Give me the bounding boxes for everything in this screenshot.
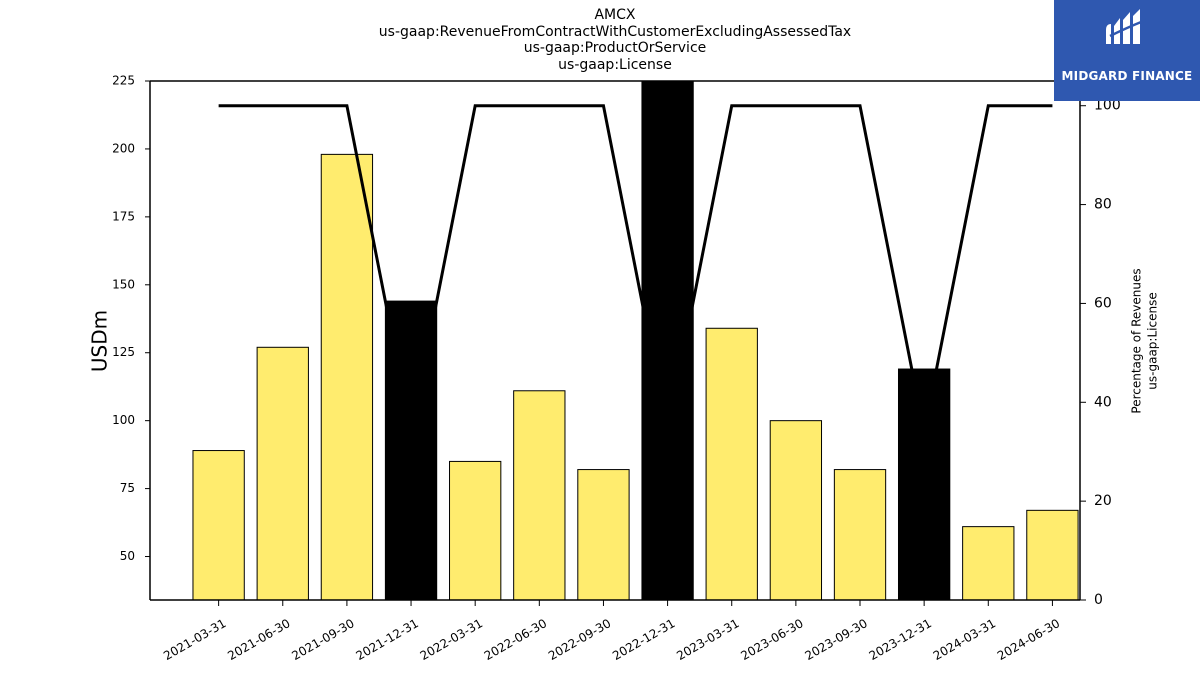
x-tick-label: 2023-03-31	[674, 616, 741, 663]
left-tick-label: 100	[112, 413, 135, 427]
x-tick-label: 2023-09-30	[803, 616, 870, 663]
x-tick-label: 2024-06-30	[995, 616, 1062, 663]
right-tick-label: 100	[1094, 98, 1121, 114]
bar-2023-03-31	[705, 327, 758, 601]
chart-title-concept: us-gaap:RevenueFromContractWithCustomerE…	[378, 23, 852, 40]
x-tick-label: 2023-12-31	[867, 616, 934, 663]
x-tick-label: 2021-12-31	[354, 616, 421, 663]
x-tick-label: 2021-06-30	[225, 616, 292, 663]
percentage-line	[218, 104, 1053, 433]
bar-2023-12-31	[897, 368, 951, 601]
right-axis-label-line2: us-gaap:License	[1146, 292, 1160, 389]
bar-2023-09-30	[833, 469, 887, 601]
bar-2023-06-30	[769, 420, 823, 601]
bar-2024-06-30	[1026, 509, 1079, 601]
left-tick-label: 200	[112, 141, 135, 155]
bar-2021-06-30	[256, 346, 309, 601]
chart-title-ticker: AMCX	[594, 7, 636, 23]
logo-badge: MIDGARD FINANCE	[1054, 0, 1200, 101]
right-tick-label: 80	[1094, 197, 1112, 213]
bar-2022-03-31	[449, 460, 502, 601]
bar-series	[192, 80, 1079, 601]
left-axis-label: USDm	[88, 310, 112, 372]
left-tick-label: 125	[112, 345, 135, 359]
x-axis: 2021-03-312021-06-302021-09-302021-12-31…	[161, 600, 1062, 663]
right-axis-label-line1: Percentage of Revenues	[1130, 268, 1144, 413]
bar-2022-09-30	[577, 469, 630, 601]
x-tick-label: 2022-12-31	[610, 616, 677, 663]
plot-frame	[149, 80, 1081, 601]
left-tick-label: 150	[112, 277, 135, 291]
logo-text: MIDGARD FINANCE	[1061, 69, 1193, 83]
right-tick-label: 40	[1094, 394, 1112, 410]
bar-2022-06-30	[513, 390, 566, 601]
bar-2024-03-31	[962, 526, 1015, 601]
x-tick-label: 2024-03-31	[931, 616, 998, 663]
left-tick-label: 175	[112, 209, 135, 223]
right-y-axis: 0 20 40 60 80 100	[1080, 98, 1121, 608]
right-tick-label: 20	[1094, 493, 1112, 509]
bar-2021-03-31	[192, 450, 245, 601]
left-y-axis: 50 75 100 125 150 175 200 225	[112, 74, 150, 563]
bar-2021-09-30	[320, 153, 374, 601]
x-tick-label: 2021-03-31	[161, 616, 228, 663]
left-tick-label: 50	[120, 549, 135, 563]
x-tick-label: 2023-06-30	[738, 616, 805, 663]
x-tick-label: 2021-09-30	[289, 616, 356, 663]
midgard-logo-icon	[1106, 9, 1147, 44]
right-tick-label: 0	[1094, 592, 1103, 608]
left-tick-label: 225	[112, 74, 135, 88]
x-tick-label: 2022-03-31	[418, 616, 485, 663]
chart-title-member: us-gaap:License	[558, 56, 672, 73]
right-tick-label: 60	[1094, 295, 1112, 311]
left-tick-label: 75	[120, 481, 135, 495]
x-tick-label: 2022-09-30	[546, 616, 613, 663]
chart-title-axis: us-gaap:ProductOrService	[523, 40, 707, 56]
x-tick-label: 2022-06-30	[482, 616, 549, 663]
